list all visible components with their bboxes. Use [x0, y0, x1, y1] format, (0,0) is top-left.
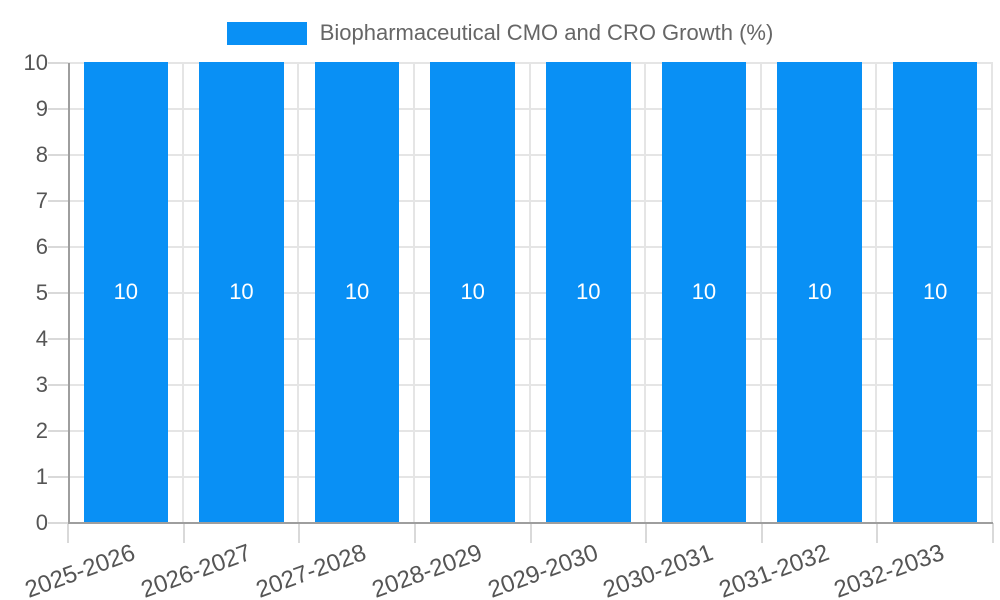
- x-axis-tick-label: 2030-2031: [599, 539, 717, 600]
- y-axis-tick-label: 5: [35, 280, 48, 305]
- legend-item[interactable]: Biopharmaceutical CMO and CRO Growth (%): [0, 19, 1000, 47]
- x-axis-tick: [182, 523, 185, 543]
- bar[interactable]: 10: [661, 62, 747, 522]
- grid-line-horizontal: [68, 384, 993, 386]
- bar[interactable]: 10: [892, 62, 978, 522]
- y-axis-tick: [48, 522, 68, 524]
- chart-title: Biopharmaceutical CMO and CRO Growth (%): [319, 20, 774, 45]
- y-axis-tick: [48, 108, 68, 110]
- grid-line-vertical: [644, 63, 647, 523]
- y-axis-line: [68, 63, 70, 523]
- grid-line-vertical: [528, 63, 531, 523]
- x-axis-tick: [876, 523, 879, 543]
- y-axis-tick: [48, 338, 68, 340]
- y-axis-tick-label: 6: [35, 234, 48, 259]
- x-axis-tick: [298, 523, 301, 543]
- grid-line-vertical: [991, 63, 993, 523]
- grid-line-vertical: [412, 63, 415, 523]
- grid-line-horizontal: [68, 154, 993, 156]
- legend-swatch-icon: [226, 21, 307, 45]
- x-axis-tick-label: 2028-2029: [368, 539, 486, 600]
- bar-value-label: 10: [691, 279, 717, 304]
- x-axis-tick: [529, 523, 532, 543]
- grid-line-horizontal: [68, 338, 993, 340]
- y-axis-tick-label: 10: [23, 50, 48, 75]
- x-axis-tick-label: 2026-2027: [137, 539, 255, 600]
- y-axis-tick-label: 4: [35, 326, 48, 351]
- grid-line-vertical: [875, 63, 878, 523]
- x-axis-tick: [413, 523, 416, 543]
- x-axis-tick-label: 2025-2026: [21, 539, 139, 600]
- bar-value-label: 10: [576, 279, 601, 304]
- x-axis-tick-label: 2031-2032: [715, 539, 833, 600]
- grid-line-horizontal: [68, 200, 993, 202]
- bar[interactable]: 10: [314, 62, 400, 522]
- x-axis-line: [68, 522, 993, 524]
- plot-area: 10 10 10 10 10 10 10 10: [48, 62, 994, 543]
- y-axis-tick-label: 2: [35, 418, 48, 443]
- y-axis-tick-label: 3: [35, 372, 48, 397]
- y-axis-tick-label: 8: [35, 142, 48, 167]
- x-axis-tick-label: 2027-2028: [252, 539, 370, 600]
- bar-value-label: 10: [922, 279, 948, 304]
- grid-line-horizontal: [68, 430, 993, 432]
- grid-line-horizontal: [68, 292, 993, 294]
- x-axis-tick: [992, 523, 994, 543]
- y-axis-tick: [48, 246, 68, 248]
- bar-value-label: 10: [460, 279, 485, 304]
- bar-value-label: 10: [113, 279, 139, 304]
- grid-line-vertical: [181, 63, 184, 523]
- bar[interactable]: 10: [430, 62, 515, 522]
- y-axis-tick: [48, 430, 68, 432]
- x-axis-tick-label: 2029-2030: [484, 539, 602, 600]
- x-axis-tick: [760, 523, 763, 543]
- bar-value-label: 10: [229, 279, 254, 304]
- y-axis-tick: [48, 476, 68, 478]
- y-axis-tick: [48, 292, 68, 294]
- bar[interactable]: 10: [83, 62, 169, 522]
- y-axis-tick: [48, 62, 68, 64]
- grid-line-vertical: [759, 63, 762, 523]
- x-axis-tick: [67, 523, 69, 543]
- bar[interactable]: 10: [546, 62, 631, 522]
- y-axis-tick-label: 0: [35, 510, 48, 535]
- bar[interactable]: 10: [777, 62, 862, 522]
- x-axis-tick-label: 2032-2033: [830, 539, 949, 600]
- grid-line-horizontal: [68, 108, 993, 110]
- bar-value-label: 10: [344, 279, 370, 304]
- x-axis-tick: [645, 523, 648, 543]
- y-axis-tick-label: 7: [35, 188, 48, 213]
- grid-line-horizontal: [68, 62, 993, 64]
- bar[interactable]: 10: [199, 62, 284, 522]
- grid-line-vertical: [297, 63, 300, 523]
- y-axis-tick: [48, 384, 68, 386]
- y-axis-tick: [48, 154, 68, 156]
- grid-line-horizontal: [68, 246, 993, 248]
- bar-value-label: 10: [807, 279, 832, 304]
- y-axis-tick-label: 9: [35, 96, 48, 121]
- y-axis-tick: [48, 200, 68, 202]
- y-axis-tick-label: 1: [35, 464, 48, 489]
- grid-line-horizontal: [68, 476, 993, 478]
